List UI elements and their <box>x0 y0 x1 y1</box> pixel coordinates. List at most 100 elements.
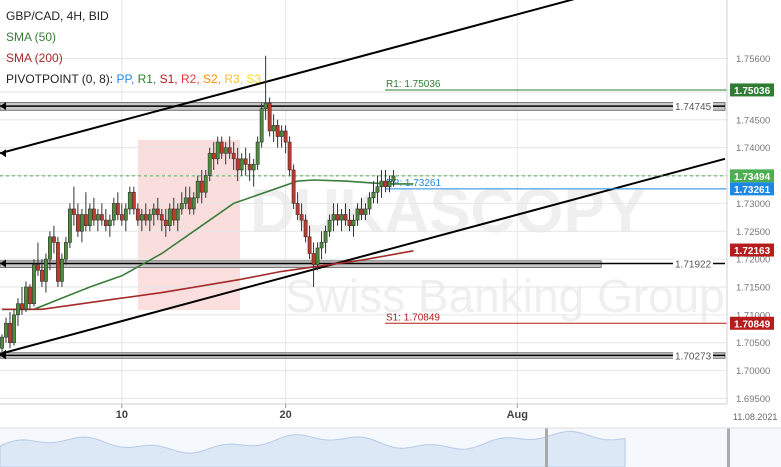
candle-body <box>367 197 372 210</box>
series-sma-50- <box>2 179 414 311</box>
candle <box>24 281 28 313</box>
navigator-handle-right[interactable] <box>727 428 730 467</box>
candle <box>83 192 88 232</box>
legend-sma200[interactable]: SMA (200) <box>6 51 63 65</box>
candle-body <box>147 214 152 221</box>
candles <box>0 55 396 354</box>
candle <box>211 142 216 170</box>
candle-body <box>219 141 224 154</box>
candle <box>103 208 108 232</box>
legend-sma50[interactable]: SMA (50) <box>6 30 57 44</box>
candle <box>359 197 364 221</box>
legend-title: GBP/CAD, 4H, BID <box>6 9 109 23</box>
candle <box>32 259 36 307</box>
y-tick-label: 1.72500 <box>736 227 770 238</box>
candle-body <box>267 102 272 132</box>
candle <box>351 214 356 237</box>
legend-pivot-prefix: PIVOTPOINT (0, 8): <box>6 72 114 86</box>
candle <box>391 169 396 187</box>
candle-body <box>48 236 52 260</box>
candle <box>115 192 120 221</box>
candle <box>355 203 360 226</box>
y-tick-label: 1.72000 <box>736 255 770 266</box>
candle-body <box>64 242 68 260</box>
candle <box>99 203 104 226</box>
level-label: 1.74745 <box>675 102 712 113</box>
navigator[interactable] <box>0 427 781 467</box>
candle-body <box>191 197 196 210</box>
y-tick-label: 1.74500 <box>736 115 770 126</box>
candle <box>387 175 392 193</box>
candle <box>4 317 8 343</box>
candle <box>111 197 116 226</box>
candle-body <box>383 180 388 187</box>
candle-body <box>115 203 120 215</box>
candle-body <box>231 152 236 160</box>
candle <box>291 164 296 209</box>
candle-body <box>207 152 212 176</box>
candle-body <box>375 186 380 193</box>
candle-body <box>227 147 232 154</box>
candle <box>179 192 184 215</box>
candle-body <box>20 303 24 310</box>
candle-body <box>347 219 352 226</box>
candle-body <box>12 314 16 344</box>
trendline-arrow <box>0 102 6 111</box>
candle-body <box>111 203 116 221</box>
candle-body <box>151 208 156 215</box>
candle-body <box>335 214 340 221</box>
candle <box>367 192 372 215</box>
candle-body <box>239 158 244 171</box>
candle-body <box>275 125 280 137</box>
level-label-bg <box>673 349 713 362</box>
candle-body <box>71 208 76 215</box>
legend-pivot-s3: S3 <box>243 72 262 86</box>
candle-body <box>60 258 64 282</box>
candle-body <box>28 286 32 304</box>
candle <box>339 208 344 232</box>
y-tick-label: 1.70000 <box>736 366 770 377</box>
candle <box>8 312 12 349</box>
candle-body <box>299 214 304 221</box>
candle <box>251 158 256 187</box>
candle <box>0 334 4 354</box>
candle <box>167 203 172 232</box>
candle-body <box>291 169 296 204</box>
x-tick-label: 10 <box>116 409 128 421</box>
trendline-arrow <box>0 351 6 360</box>
x-tick-label: Aug <box>507 409 528 421</box>
level-label-bg <box>673 257 713 270</box>
candle <box>36 242 40 276</box>
candle-body <box>271 125 276 132</box>
trendline-arrow <box>0 149 6 158</box>
candle <box>119 203 124 226</box>
navigator-area[interactable] <box>0 430 626 467</box>
candle-body <box>339 214 344 221</box>
y-tick-label: 1.71500 <box>736 282 770 293</box>
candle <box>307 225 312 260</box>
candle <box>28 284 32 310</box>
legend-pivot-r3: R3, <box>221 72 244 86</box>
candle-body <box>323 230 328 243</box>
candle-body <box>75 214 80 232</box>
legend-pivotpoint[interactable]: PIVOTPOINT (0, 8): PP, R1, S1, R2, S2, R… <box>6 69 261 90</box>
candle-body <box>183 197 188 204</box>
candle-body <box>159 214 164 221</box>
y-tick-label: 1.69500 <box>736 394 770 405</box>
candle-body <box>327 219 332 232</box>
candle <box>219 136 224 159</box>
legend-pivot-r1: R1, <box>134 72 157 86</box>
candle-body <box>40 269 44 282</box>
candle-body <box>143 214 148 221</box>
navigator-handle-left[interactable] <box>545 428 548 467</box>
candle <box>279 125 284 148</box>
level-label: 1.71922 <box>675 259 712 270</box>
candle-body <box>215 141 220 160</box>
candle-body <box>223 147 228 154</box>
candle-body <box>139 214 144 221</box>
x-tick-label: 20 <box>279 409 291 421</box>
